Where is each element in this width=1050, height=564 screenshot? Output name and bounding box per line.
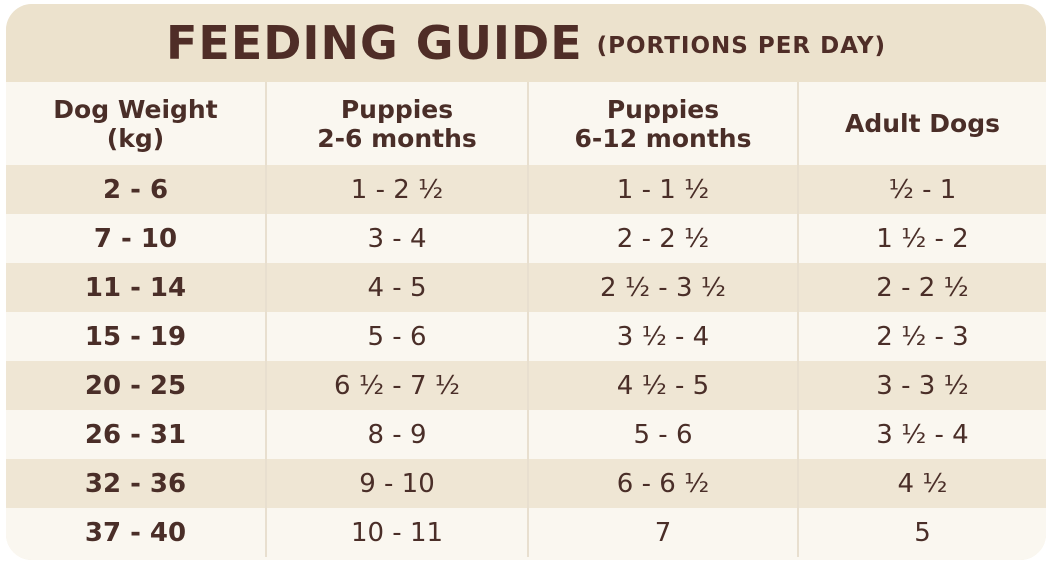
portion-cell: 3 - 3 ½ (797, 361, 1046, 410)
portion-cell: 4 ½ (797, 459, 1046, 508)
portion-cell: 6 ½ - 7 ½ (265, 361, 527, 410)
portion-cell: 5 (797, 508, 1046, 557)
portion-cell: 3 - 4 (265, 214, 527, 263)
portion-cell: 3 ½ - 4 (527, 312, 797, 361)
portion-cell: 2 - 2 ½ (527, 214, 797, 263)
weight-cell: 20 - 25 (84, 370, 187, 401)
portion-cell: 3 ½ - 4 (797, 410, 1046, 459)
portion-cell: 2 ½ - 3 (797, 312, 1046, 361)
weight-cell: 26 - 31 (84, 419, 187, 450)
weight-cell: 15 - 19 (84, 321, 187, 352)
portion-cell: 6 - 6 ½ (527, 459, 797, 508)
portion-cell: 5 - 6 (265, 312, 527, 361)
header-adult-dogs: Adult Dogs (797, 82, 1046, 165)
header-puppies-6-12: Puppies 6-12 months (527, 82, 797, 165)
feeding-table: Dog Weight (kg) Puppies 2-6 months Puppi… (6, 82, 1046, 560)
portion-cell: ½ - 1 (797, 165, 1046, 214)
portion-cell: 4 ½ - 5 (527, 361, 797, 410)
feeding-guide-card: FEEDING GUIDE (PORTIONS PER DAY) Dog Wei… (6, 4, 1046, 560)
weight-cell: 2 - 6 (102, 174, 169, 205)
portion-cell: 5 - 6 (527, 410, 797, 459)
weight-cell: 7 - 10 (93, 223, 178, 254)
table-row: 37 - 40 10 - 11 7 5 (6, 508, 1046, 557)
portion-cell: 8 - 9 (265, 410, 527, 459)
portion-cell: 7 (527, 508, 797, 557)
header-puppies-2-6: Puppies 2-6 months (265, 82, 527, 165)
portion-cell: 2 - 2 ½ (797, 263, 1046, 312)
header-dog-weight: Dog Weight (kg) (53, 94, 218, 153)
portion-cell: 1 - 2 ½ (265, 165, 527, 214)
portion-cell: 4 - 5 (265, 263, 527, 312)
weight-cell: 37 - 40 (84, 517, 187, 548)
title-bar: FEEDING GUIDE (PORTIONS PER DAY) (6, 4, 1046, 82)
table-header-row: Dog Weight (kg) Puppies 2-6 months Puppi… (6, 82, 1046, 165)
page-title: FEEDING GUIDE (165, 16, 583, 70)
portion-cell: 1 - 1 ½ (527, 165, 797, 214)
portion-cell: 9 - 10 (265, 459, 527, 508)
page-subtitle: (PORTIONS PER DAY) (596, 33, 887, 59)
portion-cell: 2 ½ - 3 ½ (527, 263, 797, 312)
weight-cell: 32 - 36 (84, 468, 187, 499)
weight-cell: 11 - 14 (84, 272, 187, 303)
portion-cell: 10 - 11 (265, 508, 527, 557)
portion-cell: 1 ½ - 2 (797, 214, 1046, 263)
